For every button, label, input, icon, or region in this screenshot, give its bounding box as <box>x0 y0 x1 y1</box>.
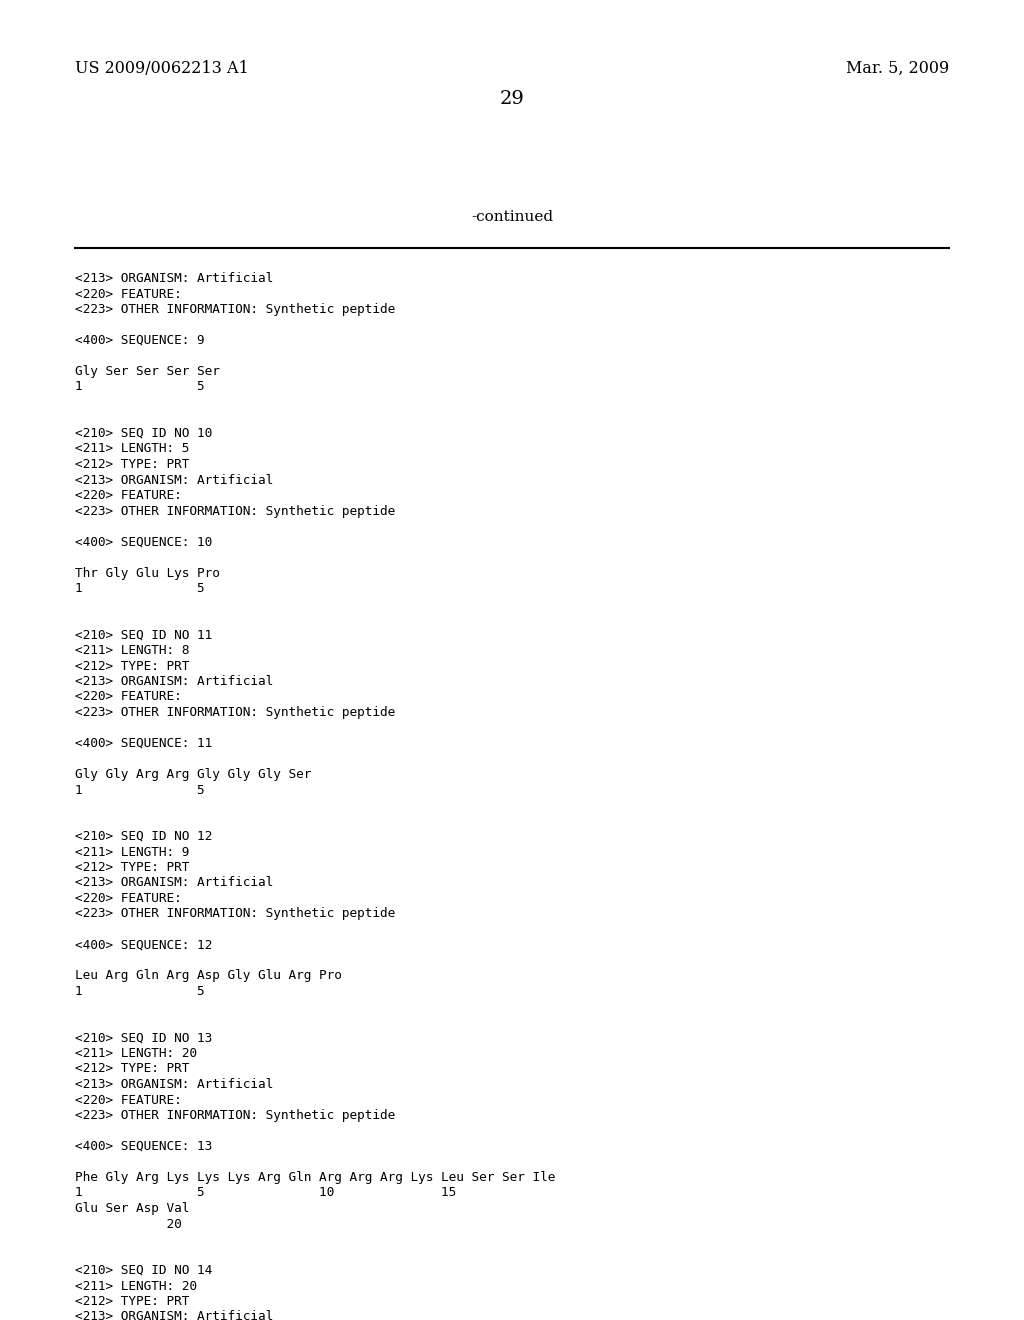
Text: <212> TYPE: PRT: <212> TYPE: PRT <box>75 1063 189 1076</box>
Text: <400> SEQUENCE: 10: <400> SEQUENCE: 10 <box>75 536 212 549</box>
Text: <212> TYPE: PRT: <212> TYPE: PRT <box>75 1295 189 1308</box>
Text: Phe Gly Arg Lys Lys Lys Arg Gln Arg Arg Arg Lys Leu Ser Ser Ile: Phe Gly Arg Lys Lys Lys Arg Gln Arg Arg … <box>75 1171 555 1184</box>
Text: 20: 20 <box>75 1217 181 1230</box>
Text: 29: 29 <box>500 90 524 108</box>
Text: US 2009/0062213 A1: US 2009/0062213 A1 <box>75 59 249 77</box>
Text: <211> LENGTH: 20: <211> LENGTH: 20 <box>75 1279 197 1292</box>
Text: <400> SEQUENCE: 9: <400> SEQUENCE: 9 <box>75 334 205 347</box>
Text: <220> FEATURE:: <220> FEATURE: <box>75 488 181 502</box>
Text: <220> FEATURE:: <220> FEATURE: <box>75 288 181 301</box>
Text: <400> SEQUENCE: 12: <400> SEQUENCE: 12 <box>75 939 212 952</box>
Text: <213> ORGANISM: Artificial: <213> ORGANISM: Artificial <box>75 1311 273 1320</box>
Text: Thr Gly Glu Lys Pro: Thr Gly Glu Lys Pro <box>75 566 220 579</box>
Text: <220> FEATURE:: <220> FEATURE: <box>75 892 181 906</box>
Text: Mar. 5, 2009: Mar. 5, 2009 <box>846 59 949 77</box>
Text: <213> ORGANISM: Artificial: <213> ORGANISM: Artificial <box>75 675 273 688</box>
Text: <210> SEQ ID NO 12: <210> SEQ ID NO 12 <box>75 830 212 843</box>
Text: 1               5: 1 5 <box>75 582 205 595</box>
Text: <212> TYPE: PRT: <212> TYPE: PRT <box>75 861 189 874</box>
Text: <211> LENGTH: 20: <211> LENGTH: 20 <box>75 1047 197 1060</box>
Text: <223> OTHER INFORMATION: Synthetic peptide: <223> OTHER INFORMATION: Synthetic pepti… <box>75 908 395 920</box>
Text: Leu Arg Gln Arg Asp Gly Glu Arg Pro: Leu Arg Gln Arg Asp Gly Glu Arg Pro <box>75 969 342 982</box>
Text: 1               5: 1 5 <box>75 380 205 393</box>
Text: <223> OTHER INFORMATION: Synthetic peptide: <223> OTHER INFORMATION: Synthetic pepti… <box>75 504 395 517</box>
Text: <400> SEQUENCE: 13: <400> SEQUENCE: 13 <box>75 1140 212 1152</box>
Text: <213> ORGANISM: Artificial: <213> ORGANISM: Artificial <box>75 474 273 487</box>
Text: <223> OTHER INFORMATION: Synthetic peptide: <223> OTHER INFORMATION: Synthetic pepti… <box>75 304 395 315</box>
Text: <210> SEQ ID NO 11: <210> SEQ ID NO 11 <box>75 628 212 642</box>
Text: <212> TYPE: PRT: <212> TYPE: PRT <box>75 458 189 471</box>
Text: <220> FEATURE:: <220> FEATURE: <box>75 1093 181 1106</box>
Text: Gly Gly Arg Arg Gly Gly Gly Ser: Gly Gly Arg Arg Gly Gly Gly Ser <box>75 768 311 781</box>
Text: <400> SEQUENCE: 11: <400> SEQUENCE: 11 <box>75 737 212 750</box>
Text: <223> OTHER INFORMATION: Synthetic peptide: <223> OTHER INFORMATION: Synthetic pepti… <box>75 706 395 719</box>
Text: <220> FEATURE:: <220> FEATURE: <box>75 690 181 704</box>
Text: 1               5               10              15: 1 5 10 15 <box>75 1187 457 1200</box>
Text: <210> SEQ ID NO 14: <210> SEQ ID NO 14 <box>75 1265 212 1276</box>
Text: <213> ORGANISM: Artificial: <213> ORGANISM: Artificial <box>75 1078 273 1092</box>
Text: 1               5: 1 5 <box>75 985 205 998</box>
Text: <213> ORGANISM: Artificial: <213> ORGANISM: Artificial <box>75 876 273 890</box>
Text: <210> SEQ ID NO 10: <210> SEQ ID NO 10 <box>75 426 212 440</box>
Text: -continued: -continued <box>471 210 553 224</box>
Text: <211> LENGTH: 5: <211> LENGTH: 5 <box>75 442 189 455</box>
Text: <213> ORGANISM: Artificial: <213> ORGANISM: Artificial <box>75 272 273 285</box>
Text: <211> LENGTH: 9: <211> LENGTH: 9 <box>75 846 189 858</box>
Text: <211> LENGTH: 8: <211> LENGTH: 8 <box>75 644 189 657</box>
Text: Glu Ser Asp Val: Glu Ser Asp Val <box>75 1203 189 1214</box>
Text: <210> SEQ ID NO 13: <210> SEQ ID NO 13 <box>75 1031 212 1044</box>
Text: Gly Ser Ser Ser Ser: Gly Ser Ser Ser Ser <box>75 366 220 378</box>
Text: 1               5: 1 5 <box>75 784 205 796</box>
Text: <223> OTHER INFORMATION: Synthetic peptide: <223> OTHER INFORMATION: Synthetic pepti… <box>75 1109 395 1122</box>
Text: <212> TYPE: PRT: <212> TYPE: PRT <box>75 660 189 672</box>
